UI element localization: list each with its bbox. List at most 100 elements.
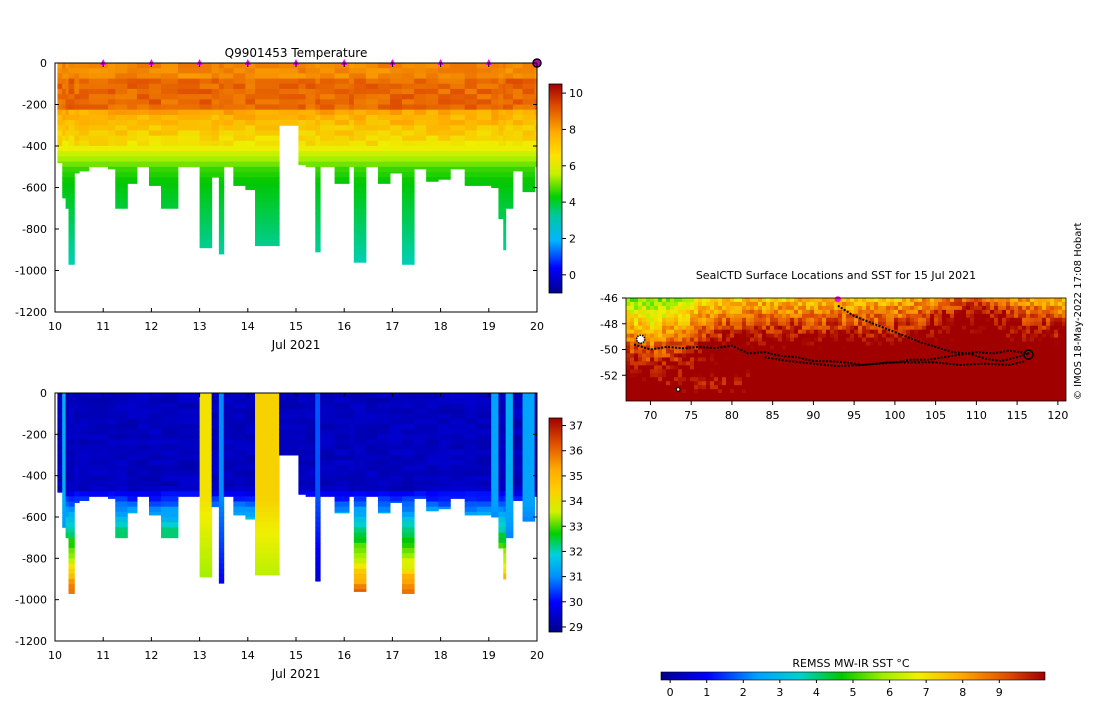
salinity-cell [108, 460, 116, 466]
salinity-cell [402, 512, 415, 518]
temperature-cell [161, 99, 178, 105]
sst-map-cell [1026, 314, 1031, 319]
sst-map-cell [1006, 310, 1011, 315]
sst-map-cell [818, 314, 823, 319]
sst-map-cell [994, 385, 999, 390]
sst-map-cell [878, 338, 883, 343]
temperature-cell [137, 162, 150, 168]
sst-map-cell [754, 306, 759, 311]
sst-map-cell [950, 334, 955, 339]
sst-map-cell [686, 314, 691, 319]
sst-map-cell [738, 381, 743, 386]
temperature-cell [161, 79, 178, 85]
temperature-cell [62, 156, 66, 162]
salinity-cell [498, 517, 503, 523]
temperature-cell [79, 73, 89, 79]
salinity-cell [414, 445, 427, 451]
temperature-cell [491, 182, 499, 188]
temperature-cell [219, 89, 224, 95]
temperature-cell [465, 105, 478, 111]
sst-map-cell [658, 353, 663, 358]
sst-map-cell [1050, 357, 1055, 362]
temperature-cell [366, 105, 379, 111]
salinity-cell [402, 533, 415, 539]
temperature-cell [315, 99, 320, 105]
sst-map-cell [926, 330, 931, 335]
sst-map-cell [938, 350, 943, 355]
salinity-cell [74, 476, 79, 482]
temperature-cell [477, 130, 492, 136]
temperature-cell [335, 89, 350, 95]
temperature-cell [245, 79, 255, 85]
sst-map-cell [634, 357, 639, 362]
sst-map-cell [638, 385, 643, 390]
sst-map-cell [826, 314, 831, 319]
temperature-cell [366, 73, 379, 79]
salinity-cell [149, 491, 162, 497]
temperature-cell [465, 136, 478, 142]
temperature-cell [224, 63, 234, 69]
sst-map-cell [946, 365, 951, 370]
sst-map-cell [958, 318, 963, 323]
salinity-cell [68, 414, 74, 420]
sst-map-cell [750, 306, 755, 311]
salinity-cell [115, 455, 128, 461]
sst-map-cell [658, 318, 663, 323]
sst-map-cell [694, 373, 699, 378]
sst-map-cell [874, 338, 879, 343]
sst-map-cell [722, 318, 727, 323]
salinity-colorbar-label: 33 [569, 520, 583, 533]
temperature-cell [320, 136, 335, 142]
salinity-cell [491, 403, 499, 409]
sst-map-cell [814, 310, 819, 315]
temperature-cell [306, 120, 316, 126]
salinity-cell [219, 502, 224, 508]
sst-map-cell [1030, 365, 1035, 370]
sst-map-cell [682, 330, 687, 335]
salinity-cell [335, 398, 350, 404]
sst-map-cell [1002, 326, 1007, 331]
sst-map-cell [882, 334, 887, 339]
temperature-cell [137, 156, 150, 162]
sst-map-cell [966, 330, 971, 335]
temperature-cell [108, 156, 116, 162]
sst-map-cell [742, 369, 747, 374]
sst-map-cell [690, 373, 695, 378]
salinity-cell [498, 445, 503, 451]
temperature-cell [349, 63, 354, 69]
sst-map-cell [646, 322, 651, 327]
salinity-cell [224, 460, 234, 466]
temperature-cell [450, 120, 465, 126]
sst-map-cell [670, 381, 675, 386]
sst-map-cell [914, 385, 919, 390]
temperature-cell [200, 219, 213, 225]
sst-map-cell [774, 334, 779, 339]
temperature-cell [115, 99, 128, 105]
salinity-cell [255, 558, 280, 564]
temperature-cell [68, 79, 74, 85]
salinity-cell [127, 491, 137, 497]
temperature-cell [306, 130, 316, 136]
salinity-colorbar-label: 35 [569, 470, 583, 483]
salinity-cell [178, 491, 200, 497]
temperature-cell [491, 167, 499, 173]
sst-map-cell [814, 342, 819, 347]
sst-map-cell [706, 318, 711, 323]
temperature-cell [402, 172, 415, 178]
temperature-cell [402, 115, 415, 121]
temperature-cell [200, 136, 213, 142]
sst-map-cell [790, 322, 795, 327]
sst-map-cell [838, 326, 843, 331]
sst-map-cell [1022, 330, 1027, 335]
sst-map-cell [1006, 302, 1011, 307]
sst-map-cell [690, 314, 695, 319]
temperature-ytick-label: -400 [22, 140, 47, 153]
sst-map-cell [726, 385, 731, 390]
sst-map-cell [674, 318, 679, 323]
sst-map-cell [814, 302, 819, 307]
salinity-cell [414, 440, 427, 446]
temperature-cell [506, 193, 514, 199]
salinity-cell [306, 450, 316, 456]
temperature-cell [426, 99, 439, 105]
salinity-cell [219, 558, 224, 564]
